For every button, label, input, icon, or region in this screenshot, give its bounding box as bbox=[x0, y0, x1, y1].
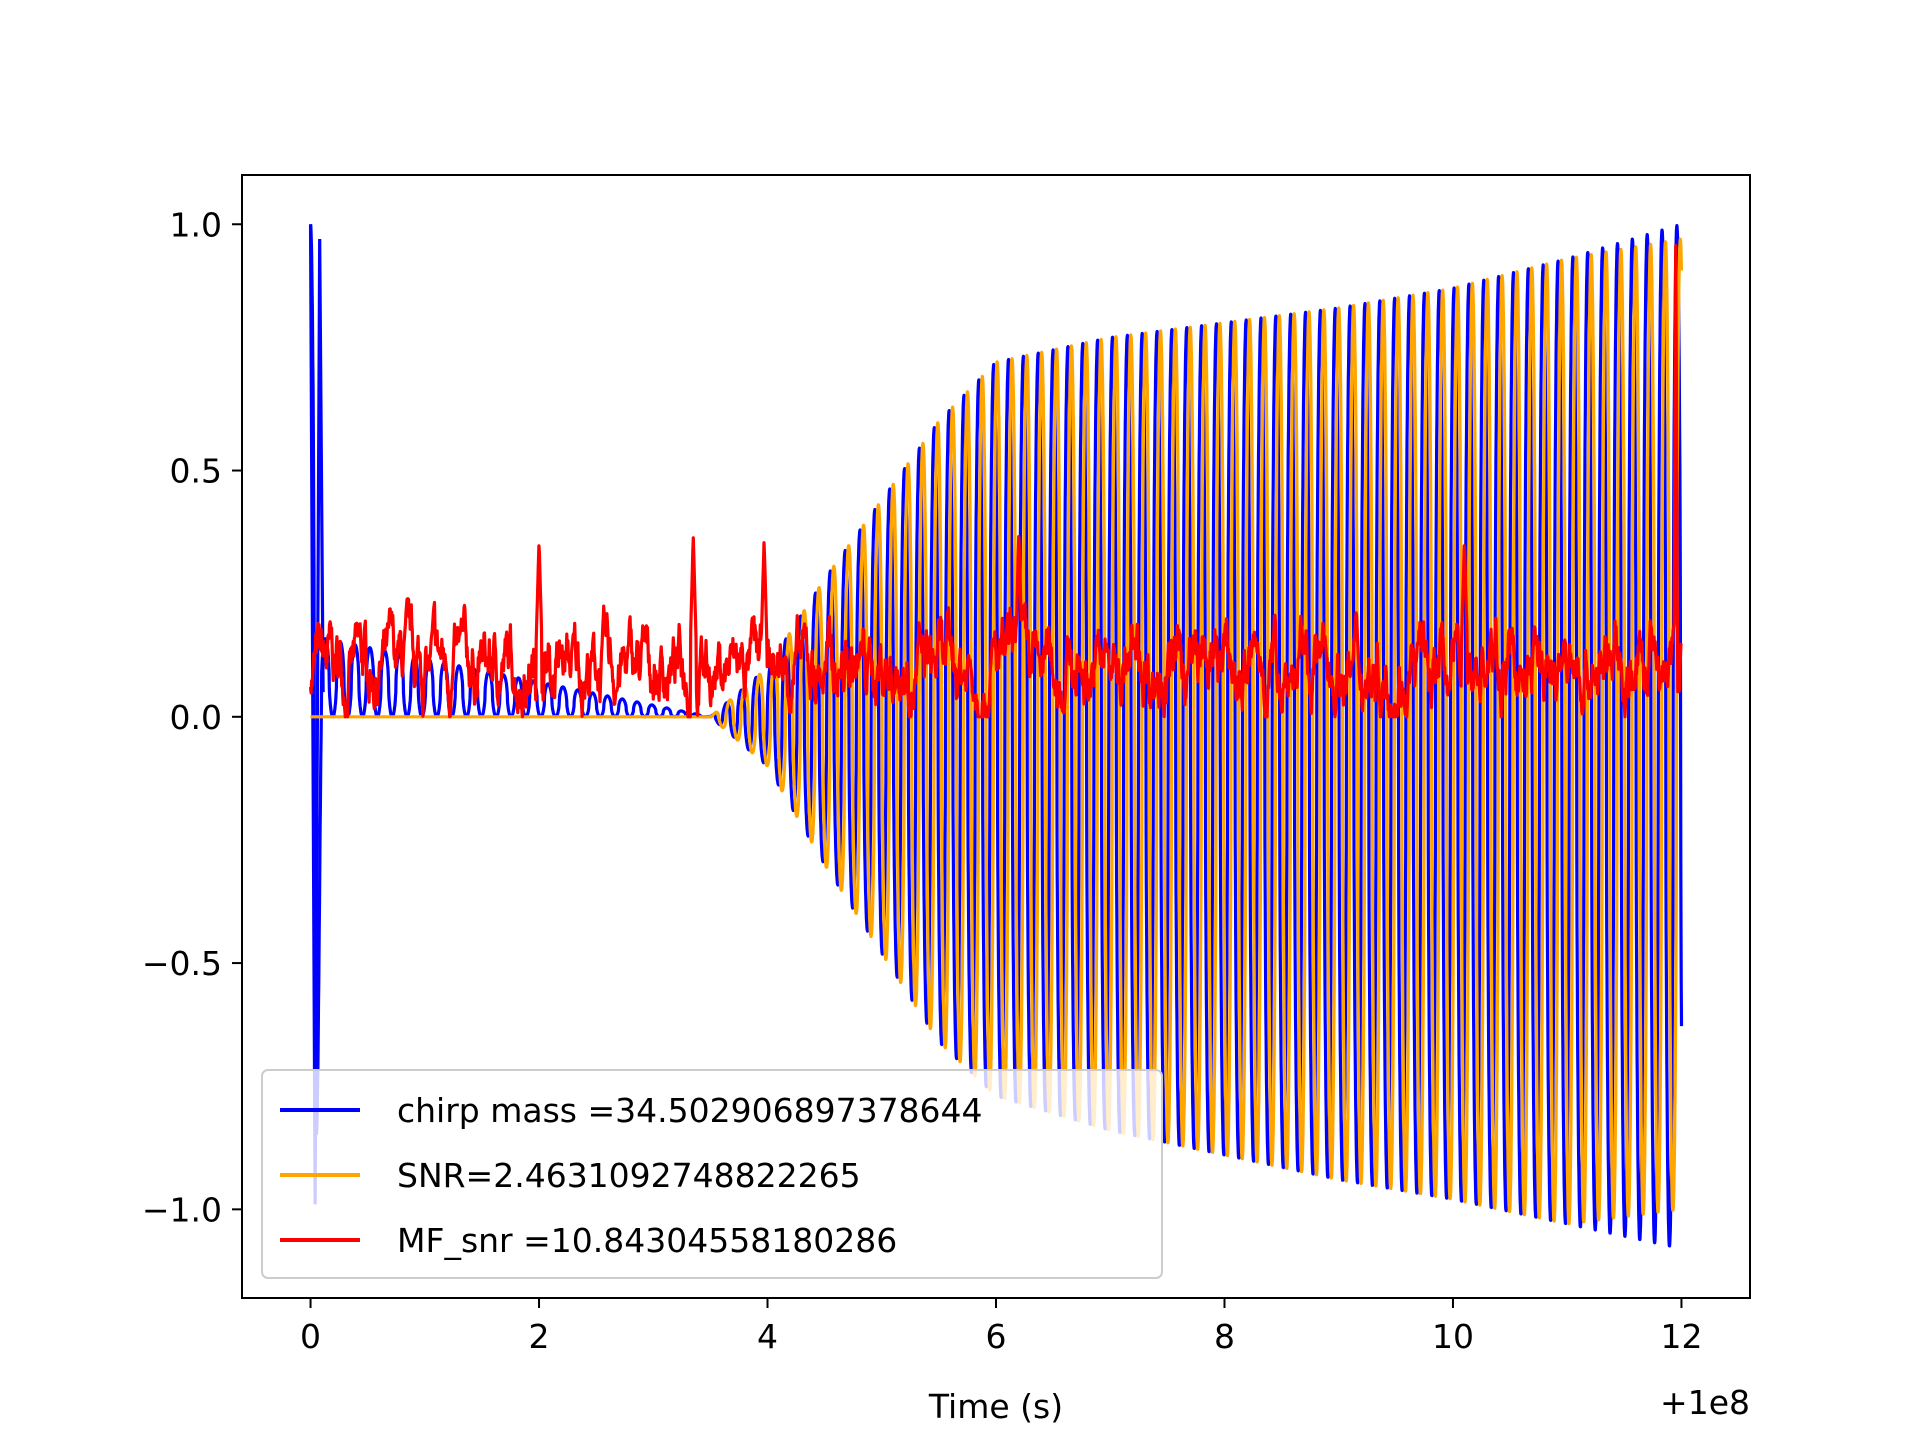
legend: chirp mass =34.502906897378644 SNR=2.4631… bbox=[261, 1069, 1163, 1279]
series-line-1 bbox=[309, 237, 1684, 1226]
series-line-2 bbox=[308, 244, 1683, 719]
y-tick-label: 1.0 bbox=[170, 205, 222, 244]
legend-entry-label: MF_snr =10.84304558180286 bbox=[397, 1221, 897, 1260]
x-tick-label: 12 bbox=[1660, 1317, 1702, 1356]
y-tick-label: −1.0 bbox=[142, 1190, 222, 1229]
y-tick-label: 0.0 bbox=[170, 698, 222, 737]
y-tick-label: −0.5 bbox=[142, 944, 222, 983]
x-tick-label: 8 bbox=[1214, 1317, 1235, 1356]
y-tick-label: 0.5 bbox=[170, 452, 222, 491]
legend-box bbox=[261, 1069, 1163, 1279]
x-tick-label: 4 bbox=[757, 1317, 778, 1356]
series-layer bbox=[308, 224, 1684, 1248]
x-tick-label: 0 bbox=[300, 1317, 321, 1356]
x-tick-label: 6 bbox=[986, 1317, 1007, 1356]
y-axis: 1.0 0.5 0.0 −0.5 −1.0 bbox=[142, 205, 242, 1229]
legend-entry-label: chirp mass =34.502906897378644 bbox=[397, 1091, 983, 1130]
x-axis-label: Time (s) bbox=[928, 1387, 1063, 1426]
x-tick-label: 10 bbox=[1432, 1317, 1474, 1356]
x-tick-label: 2 bbox=[529, 1317, 550, 1356]
x-axis-offset-text: +1e8 bbox=[1660, 1383, 1750, 1422]
x-axis: 0 2 4 6 8 10 12 bbox=[300, 1298, 1702, 1356]
legend-entry-label: SNR=2.4631092748822265 bbox=[397, 1156, 861, 1195]
series-line-0-spike bbox=[308, 224, 325, 1205]
